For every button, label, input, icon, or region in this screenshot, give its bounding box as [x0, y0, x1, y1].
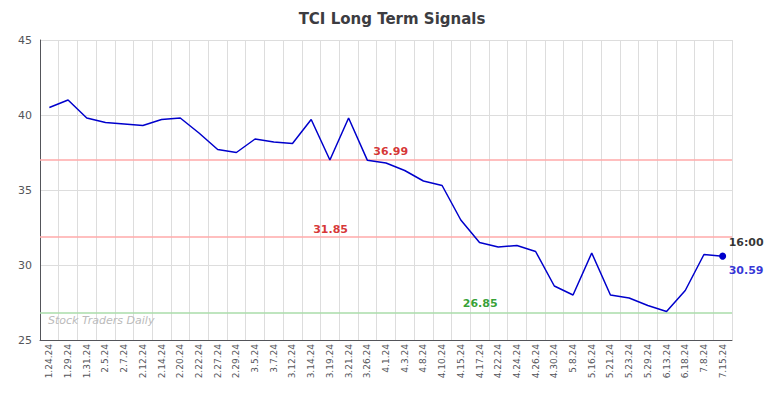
svg-text:4.10.24: 4.10.24 — [437, 344, 447, 379]
svg-text:7.8.24: 7.8.24 — [699, 344, 709, 373]
svg-text:26.85: 26.85 — [463, 297, 498, 310]
svg-text:5.29.24: 5.29.24 — [643, 344, 653, 379]
svg-text:36.99: 36.99 — [373, 145, 408, 158]
svg-text:2.14.24: 2.14.24 — [157, 344, 167, 379]
svg-text:4.22.24: 4.22.24 — [493, 344, 503, 379]
svg-text:4.1.24: 4.1.24 — [381, 344, 391, 373]
svg-text:45: 45 — [18, 34, 32, 47]
svg-text:25: 25 — [18, 334, 32, 347]
svg-text:1.29.24: 1.29.24 — [63, 344, 73, 379]
svg-text:2.22.24: 2.22.24 — [194, 344, 204, 379]
svg-text:TCI Long Term Signals: TCI Long Term Signals — [299, 10, 486, 28]
svg-text:4.8.24: 4.8.24 — [418, 344, 428, 373]
svg-text:4.24.24: 4.24.24 — [512, 344, 522, 379]
svg-text:35: 35 — [18, 184, 32, 197]
svg-text:3.5.24: 3.5.24 — [250, 344, 260, 373]
svg-text:2.12.24: 2.12.24 — [138, 344, 148, 379]
svg-text:6.13.24: 6.13.24 — [662, 344, 672, 379]
svg-text:4.26.24: 4.26.24 — [531, 344, 541, 379]
svg-text:16:00: 16:00 — [729, 236, 764, 249]
svg-text:2.20.24: 2.20.24 — [175, 344, 185, 379]
svg-text:5.21.24: 5.21.24 — [605, 344, 615, 379]
svg-text:40: 40 — [18, 109, 32, 122]
svg-text:31.85: 31.85 — [313, 223, 348, 236]
svg-text:5.23.24: 5.23.24 — [624, 344, 634, 379]
svg-text:Stock Traders Daily: Stock Traders Daily — [48, 314, 155, 327]
svg-text:3.26.24: 3.26.24 — [362, 344, 372, 379]
svg-text:2.7.24: 2.7.24 — [119, 344, 129, 373]
svg-text:6.18.24: 6.18.24 — [680, 344, 690, 379]
svg-text:3.19.24: 3.19.24 — [325, 344, 335, 379]
svg-text:4.30.24: 4.30.24 — [549, 344, 559, 379]
svg-text:3.14.24: 3.14.24 — [306, 344, 316, 379]
svg-text:2.29.24: 2.29.24 — [231, 344, 241, 379]
svg-text:7.15.24: 7.15.24 — [718, 344, 728, 379]
svg-text:1.24.24: 1.24.24 — [44, 344, 54, 379]
svg-text:4.15.24: 4.15.24 — [456, 344, 466, 379]
svg-text:3.7.24: 3.7.24 — [269, 344, 279, 373]
svg-text:1.31.24: 1.31.24 — [82, 344, 92, 379]
svg-text:4.3.24: 4.3.24 — [400, 344, 410, 373]
svg-text:4.17.24: 4.17.24 — [475, 344, 485, 379]
svg-text:30: 30 — [18, 259, 32, 272]
svg-text:30.59: 30.59 — [729, 264, 764, 277]
svg-text:2.27.24: 2.27.24 — [213, 344, 223, 379]
svg-text:3.12.24: 3.12.24 — [287, 344, 297, 379]
svg-text:3.21.24: 3.21.24 — [344, 344, 354, 379]
svg-text:5.8.24: 5.8.24 — [568, 344, 578, 373]
svg-text:5.16.24: 5.16.24 — [587, 344, 597, 379]
svg-text:2.5.24: 2.5.24 — [100, 344, 110, 373]
